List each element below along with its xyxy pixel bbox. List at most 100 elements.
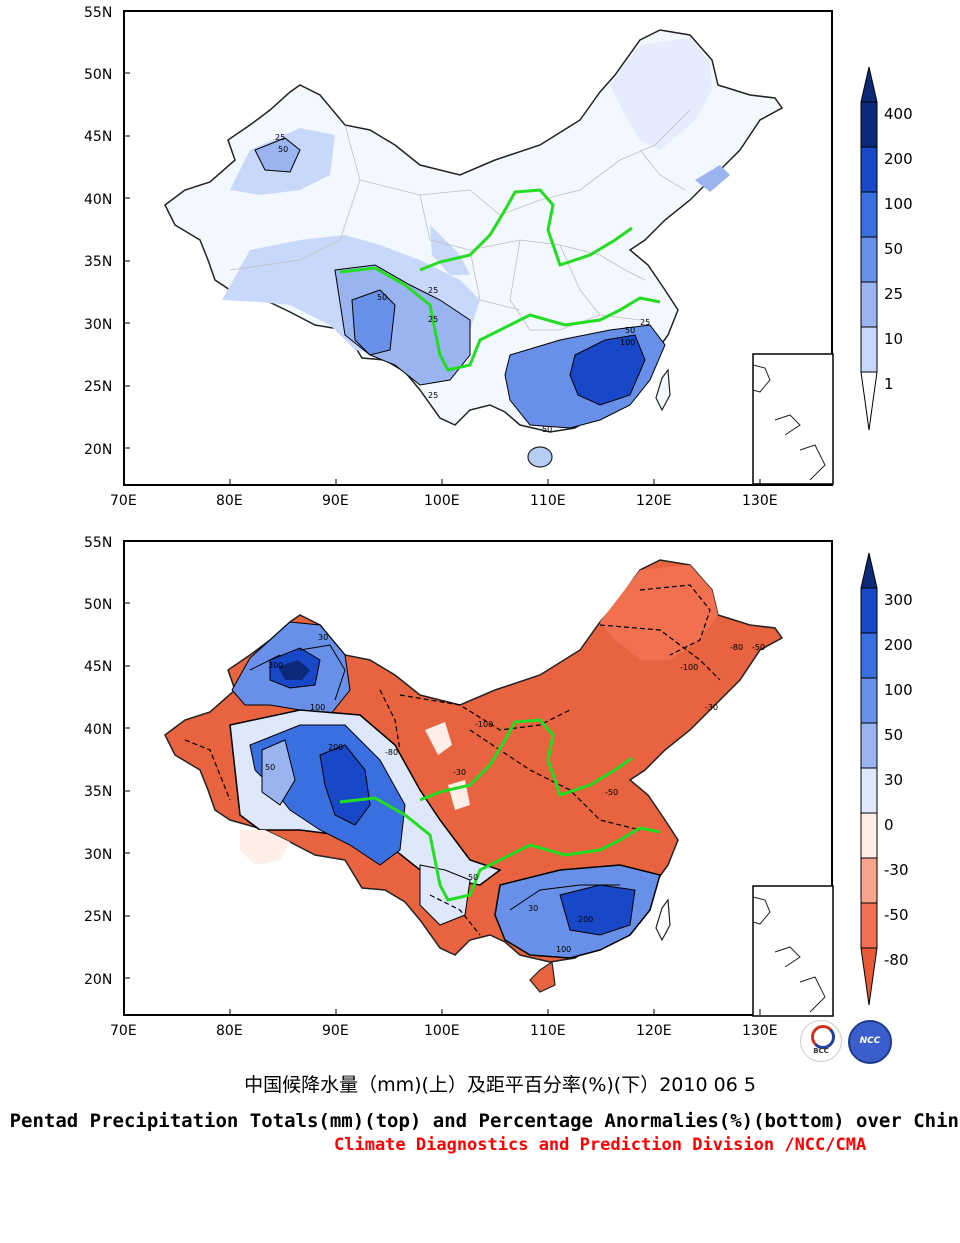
lat-tick-label: 25N (84, 379, 112, 395)
contour-label: 50 (542, 425, 552, 434)
contour-label: -50 (605, 788, 618, 797)
hainan-island (529, 960, 556, 993)
lat-tick-label: 50N (84, 597, 112, 613)
contour-label: -50 (752, 643, 765, 652)
lat-tick-label: 30N (84, 847, 112, 863)
colorbar-bottom-arrow (860, 947, 878, 1006)
xinjiang-wet-peak (278, 660, 310, 680)
contour-label: -30 (453, 768, 466, 777)
anomaly-map-svg: -100 -80 -50 -30 30 50 100 200 300 -100 … (84, 535, 913, 1039)
precipitation-anomaly-map: -100 -80 -50 -30 30 50 100 200 300 -100 … (0, 530, 960, 1050)
lon-tick-label: 90E (322, 493, 349, 509)
contour-label: 300 (268, 661, 283, 670)
contour-label: 100 (620, 338, 635, 347)
contour-label: 25 (640, 318, 650, 327)
colorbar: 400 200 100 50 25 10 1 (860, 66, 913, 431)
precipitation-totals-map: 25 50 25 50 25 25 50 100 25 50 55N 50N 4… (0, 0, 960, 520)
lat-axis: 55N 50N 45N 40N 35N 30N 25N 20N (84, 5, 112, 458)
taiwan-island (655, 368, 671, 412)
lat-ticks (124, 602, 761, 1015)
colorbar-label: -50 (884, 906, 909, 924)
credit-line: Climate Diagnostics and Prediction Divis… (334, 1135, 867, 1155)
south-china-core (569, 334, 646, 406)
contour-label: 50 (265, 763, 275, 772)
colorbar: 300 200 100 50 30 0 -30 -50 -80 (860, 552, 913, 1006)
contour-label: -100 (475, 720, 493, 729)
lat-tick-label: 25N (84, 909, 112, 925)
xinjiang-core (254, 137, 301, 173)
english-title: Pentad Precipitation Totals(mm)(top) and… (9, 1110, 960, 1132)
taiwan-island (655, 898, 671, 942)
lat-tick-label: 40N (84, 192, 112, 208)
contour-label: 25 (428, 315, 438, 324)
lon-tick-label: 80E (216, 1023, 243, 1039)
lon-axis: 70E 80E 90E 100E 110E 120E 130E (110, 493, 778, 509)
positive-contours (249, 644, 620, 911)
lon-tick-label: 100E (424, 493, 460, 509)
lon-tick-label: 130E (742, 493, 778, 509)
contour-label: -30 (705, 703, 718, 712)
agency-logos: BCC NCC (800, 1020, 900, 1064)
chinese-title: 中国候降水量（mm)(上）及距平百分率(%)(下）2010 06 5 (244, 1074, 756, 1096)
lon-tick-label: 130E (742, 1023, 778, 1039)
lon-tick-label: 70E (110, 493, 137, 509)
lat-tick-label: 50N (84, 67, 112, 83)
contour-label: 50 (377, 293, 387, 302)
southwest-core (351, 289, 396, 356)
inset-coastline (752, 364, 826, 481)
yellow-river (419, 188, 633, 272)
contour-label: 25 (275, 133, 285, 142)
colorbar-label: -30 (884, 861, 909, 879)
contour-label: -80 (385, 748, 398, 757)
tibet-wet-west (261, 739, 296, 806)
hainan-island (527, 446, 553, 468)
contour-label: -100 (680, 663, 698, 672)
yangtze-river (339, 796, 661, 902)
tibet-wet-core (319, 744, 371, 826)
contour-label: 200 (328, 743, 343, 752)
yellow-river (419, 718, 633, 802)
colorbar-label: 200 (884, 636, 913, 654)
lon-tick-label: 110E (530, 1023, 566, 1039)
colorbar-label: 30 (884, 771, 903, 789)
lon-tick-label: 120E (636, 493, 672, 509)
colorbar-label: 300 (884, 591, 913, 609)
lon-tick-label: 80E (216, 493, 243, 509)
lat-tick-label: 20N (84, 972, 112, 988)
contour-label: 25 (428, 391, 438, 400)
colorbar-label: 200 (884, 150, 913, 168)
colorbar-top-arrow (860, 552, 878, 589)
bcc-logo: BCC (800, 1020, 842, 1062)
yangtze-river (339, 266, 661, 372)
contour-label: 50 (625, 326, 635, 335)
inset-coastline (752, 896, 826, 1013)
totals-map-svg: 25 50 25 50 25 25 50 100 25 50 55N 50N 4… (84, 5, 913, 509)
colorbar-label: 100 (884, 681, 913, 699)
south-china-sea-inset (752, 353, 834, 485)
colorbar-top-arrow (860, 66, 878, 103)
lon-tick-label: 120E (636, 1023, 672, 1039)
colorbar-label: 400 (884, 105, 913, 123)
contour-label: -80 (730, 643, 743, 652)
lat-tick-label: 45N (84, 659, 112, 675)
lon-tick-label: 90E (322, 1023, 349, 1039)
northeast-spot (695, 165, 730, 192)
tibet-south-weak (240, 830, 290, 865)
lat-axis: 55N 50N 45N 40N 35N 30N 25N 20N (84, 535, 112, 988)
lat-tick-label: 40N (84, 722, 112, 738)
contour-labels: -100 -80 -50 -30 30 50 100 200 300 -100 … (265, 633, 765, 954)
colorbar-label: 1 (884, 375, 894, 393)
lat-ticks (124, 72, 761, 485)
lat-tick-label: 35N (84, 254, 112, 270)
contour-label: 100 (310, 703, 325, 712)
colorbar-label: 100 (884, 195, 913, 213)
lon-tick-label: 100E (424, 1023, 460, 1039)
lon-tick-label: 110E (530, 493, 566, 509)
northeast-dry-zone (600, 565, 718, 660)
south-china-sea-inset (752, 885, 834, 1017)
lon-axis: 70E 80E 90E 100E 110E 120E 130E (110, 1023, 778, 1039)
contour-labels: 25 50 25 50 25 25 50 100 25 50 (275, 133, 650, 434)
lat-tick-label: 35N (84, 784, 112, 800)
lon-tick-label: 70E (110, 1023, 137, 1039)
ncc-logo-text: NCC (859, 1036, 881, 1046)
